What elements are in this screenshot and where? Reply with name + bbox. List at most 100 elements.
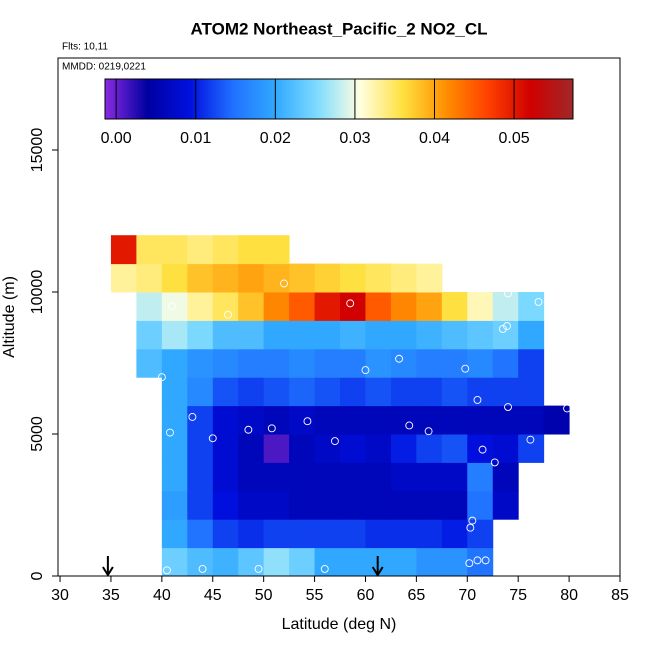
heat-cell bbox=[467, 320, 494, 350]
heat-cell bbox=[390, 405, 417, 435]
heat-cell bbox=[263, 434, 290, 463]
heat-cell bbox=[492, 434, 519, 463]
heat-cell bbox=[390, 490, 417, 520]
heat-cell bbox=[161, 519, 188, 549]
heat-cell bbox=[161, 235, 188, 265]
heat-cell bbox=[136, 235, 163, 265]
heat-cell bbox=[187, 377, 214, 407]
observation-point bbox=[346, 299, 355, 308]
heat-cell bbox=[263, 490, 290, 520]
heat-cell bbox=[238, 490, 265, 520]
heat-cell bbox=[161, 320, 188, 350]
heat-cell bbox=[212, 490, 239, 520]
heat-cell bbox=[314, 547, 341, 577]
heat-cell bbox=[314, 320, 341, 350]
observation-point bbox=[503, 322, 511, 331]
x-tick-label: 35 bbox=[102, 587, 120, 604]
heat-cell bbox=[187, 490, 214, 520]
heat-cell bbox=[263, 348, 290, 378]
heat-cell bbox=[416, 348, 443, 378]
heat-cell bbox=[518, 320, 545, 350]
plot-frame bbox=[57, 57, 621, 577]
y-tick-label: 15000 bbox=[29, 128, 46, 173]
observation-point bbox=[504, 289, 512, 298]
heat-cell bbox=[543, 405, 570, 435]
heat-cell bbox=[238, 434, 265, 463]
heat-cell bbox=[289, 462, 316, 492]
x-tick-label: 50 bbox=[255, 587, 273, 604]
heat-cell bbox=[187, 263, 214, 293]
heat-cell bbox=[161, 434, 188, 463]
heat-cell bbox=[390, 462, 417, 492]
heat-cell bbox=[340, 490, 366, 520]
observation-point bbox=[490, 458, 499, 467]
heat-cell bbox=[390, 547, 417, 577]
heat-cell bbox=[416, 490, 443, 520]
heat-cell bbox=[238, 320, 265, 350]
heat-cell bbox=[492, 462, 519, 492]
heat-cell bbox=[365, 292, 392, 321]
heat-cell bbox=[212, 547, 239, 577]
observation-point bbox=[208, 434, 217, 443]
heat-cell bbox=[161, 348, 188, 378]
heat-cell bbox=[365, 519, 392, 549]
heat-cell bbox=[263, 405, 290, 435]
heat-cell bbox=[340, 348, 366, 378]
heat-cell bbox=[136, 292, 163, 321]
heat-cell bbox=[238, 462, 265, 492]
heat-cell bbox=[390, 519, 417, 549]
heat-cell bbox=[263, 263, 290, 293]
y-tick-label: 0 bbox=[29, 571, 46, 580]
observation-point bbox=[504, 403, 512, 411]
observation-point bbox=[157, 373, 166, 382]
heat-cell bbox=[390, 263, 417, 293]
heat-cell bbox=[390, 377, 417, 407]
heat-cell bbox=[390, 320, 417, 350]
heat-cell bbox=[289, 377, 316, 407]
heat-cell bbox=[314, 462, 341, 492]
heat-cell bbox=[187, 348, 214, 378]
heat-cell bbox=[340, 519, 366, 549]
heat-cell bbox=[416, 547, 443, 577]
heat-cell bbox=[467, 490, 494, 520]
heat-cell bbox=[492, 292, 519, 321]
heat-cell bbox=[441, 547, 468, 577]
colorbar-tick-label: 0.02 bbox=[260, 130, 291, 147]
observation-point bbox=[162, 566, 171, 575]
observation-point bbox=[188, 413, 197, 421]
heat-cell bbox=[289, 263, 316, 293]
heat-cell bbox=[238, 405, 265, 435]
observation-point bbox=[461, 364, 470, 373]
heat-cell bbox=[416, 320, 443, 350]
heat-cell bbox=[467, 434, 494, 463]
heat-cell bbox=[187, 462, 214, 492]
colorbar-tick-label: 0.05 bbox=[499, 130, 530, 147]
x-axis-label: Latitude (deg N) bbox=[282, 616, 397, 633]
heat-cell bbox=[441, 434, 468, 463]
observation-point bbox=[267, 424, 276, 433]
heat-cell bbox=[161, 490, 188, 520]
x-tick-label: 80 bbox=[560, 587, 578, 604]
flight-arrow bbox=[102, 556, 114, 577]
heat-cell bbox=[161, 377, 188, 407]
heat-cell bbox=[238, 292, 265, 321]
observation-point bbox=[424, 427, 433, 436]
heat-cell bbox=[340, 405, 366, 435]
heat-cell bbox=[263, 292, 290, 321]
heat-cell bbox=[289, 348, 316, 378]
y-axis-label: Altitude (m) bbox=[1, 276, 18, 358]
observation-point bbox=[498, 324, 507, 333]
observation-point bbox=[395, 354, 404, 363]
colorbar-tick-label: 0.01 bbox=[180, 130, 211, 147]
heat-cell bbox=[212, 320, 239, 350]
heat-cell bbox=[340, 547, 366, 577]
heat-cell bbox=[492, 348, 519, 378]
heat-cell bbox=[212, 377, 239, 407]
observation-point bbox=[198, 564, 207, 573]
heat-cell bbox=[365, 434, 392, 463]
observation-point bbox=[473, 395, 482, 404]
heat-cell bbox=[365, 320, 392, 350]
heat-cell bbox=[187, 519, 214, 549]
heat-cell bbox=[289, 519, 316, 549]
heat-cell bbox=[441, 490, 468, 520]
